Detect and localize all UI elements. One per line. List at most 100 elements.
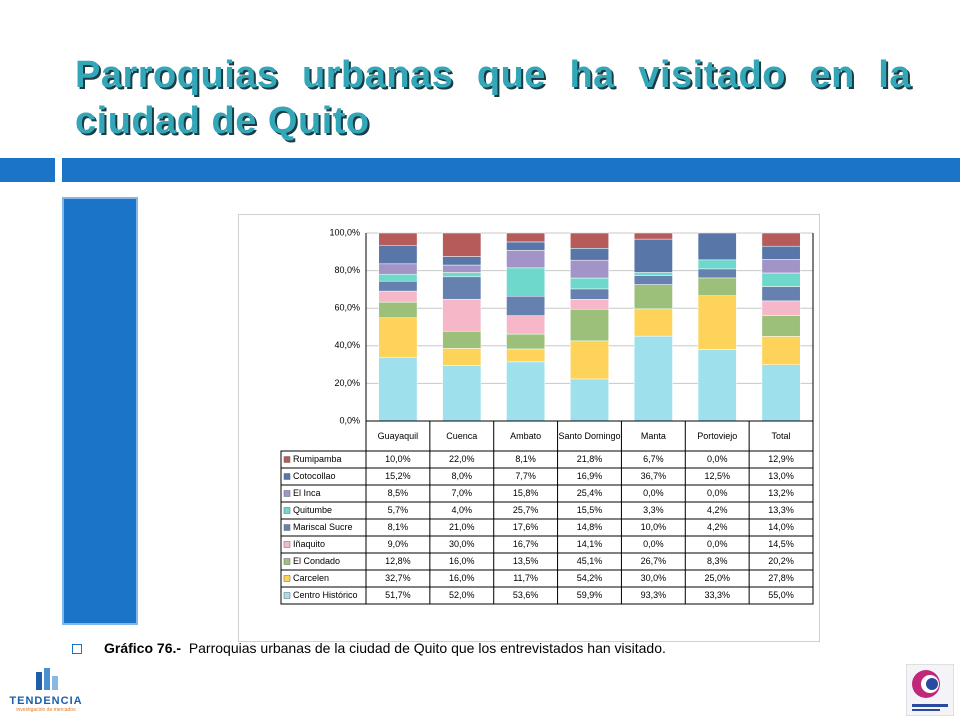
data-label: 16,0% [449,573,475,583]
logo-tagline: investigación de mercados [16,707,76,713]
data-label: 16,9% [577,471,603,481]
data-label: 53,6% [513,590,539,600]
legend-label: Rumipamba [293,454,342,464]
bar-segment [697,349,737,422]
bullet [72,644,82,655]
bar-segment [442,365,482,422]
data-label: 93,3% [641,590,667,600]
bar-segment [570,288,609,300]
bar-segment [697,268,737,279]
bar-segment [761,315,801,337]
data-label: 22,0% [449,454,475,464]
data-label: 36,7% [641,471,667,481]
legend-swatch [283,490,291,497]
data-label: 25,7% [513,505,539,515]
bar-segment [378,263,418,275]
bar-segment [506,315,546,335]
data-label: 16,7% [513,539,539,549]
accent-box [0,158,55,182]
bar-segment [506,361,546,422]
bar-segment [442,256,482,266]
bar-segment [506,348,546,363]
data-label: 14,8% [577,522,603,532]
bar-segment [570,277,609,290]
bar-segment [570,308,609,342]
bar-segment [378,244,418,265]
data-label: 0,0% [707,488,728,498]
caption-label: Gráfico 76.- [104,640,182,656]
data-label: 51,7% [385,590,411,600]
bar-segment [570,340,609,380]
bar-segment [506,333,546,350]
y-tick-label: 0,0% [339,415,360,425]
data-label: 59,9% [577,590,603,600]
chart-frame: 0,0% 20,0% 40,0% 60,0% 80,0% 100,0% Guayaquil C… [238,214,820,642]
bar-segment [378,280,418,292]
bar-segment [761,336,801,366]
bar-segment [633,308,673,337]
data-label: 0,0% [707,539,728,549]
data-label: 27,8% [768,573,794,583]
side-panel [62,197,138,625]
data-label: 14,0% [768,522,794,532]
bar-segment [442,232,482,257]
data-label: 25,0% [704,573,730,583]
data-label: 7,0% [452,488,473,498]
data-label: 14,5% [768,539,794,549]
bar-segment [697,277,737,296]
bar-segment [697,295,737,350]
legend-label: Mariscal Sucre [293,522,353,532]
data-label: 8,1% [388,522,409,532]
bar-segment [761,259,801,274]
data-label: 16,0% [449,556,475,566]
category-cell: Ambato [510,431,542,441]
bar-segment [633,335,673,422]
y-tick-label: 20,0% [334,378,360,388]
logo-icon [36,668,58,690]
data-label: 5,7% [388,505,409,515]
category-cell: Total [772,431,791,441]
data-label: 30,0% [449,539,475,549]
category-cell: Santo Domingo [558,431,620,441]
bar-segment [378,290,418,303]
y-tick-label: 40,0% [334,340,360,350]
data-label: 21,8% [577,454,603,464]
data-label: 0,0% [643,488,664,498]
bar-segment [570,248,609,261]
data-label: 12,5% [704,471,730,481]
bar-segment [570,259,609,279]
data-label: 13,5% [513,556,539,566]
y-tick-label: 60,0% [334,303,360,313]
data-label: 12,9% [768,454,794,464]
bar-segment [506,267,546,297]
chart: 0,0% 20,0% 40,0% 60,0% 80,0% 100,0% Guayaquil C… [280,227,814,605]
data-label: 13,3% [768,505,794,515]
caption-text: Parroquias urbanas de la ciudad de Quito… [188,640,666,656]
data-label: 45,1% [577,556,603,566]
category-cell: Portoviejo [697,431,737,441]
legend-swatch [283,575,291,582]
bar-segment [442,298,482,332]
bar-segment [506,295,546,316]
bar-segment [570,232,609,249]
data-label: 52,0% [449,590,475,600]
bar-segment [378,317,418,359]
data-label: 17,6% [513,522,539,532]
logo-name: TENDENCIA [9,695,83,707]
legend-swatch [283,456,291,463]
data-label: 20,2% [768,556,794,566]
data-label: 13,0% [768,471,794,481]
bar-segment [506,250,546,269]
x-tick-label: Ambato [510,431,542,441]
bar-segment [633,275,673,285]
data-label: 0,0% [643,539,664,549]
data-label: 4,2% [707,522,728,532]
legend-swatch [283,524,291,531]
bar-segment [761,364,801,422]
legend-label: Cotocollao [293,471,336,481]
legend-swatch [283,507,291,514]
bar-segment [633,238,673,273]
bar-segment [633,284,673,310]
data-label: 26,7% [641,556,667,566]
category-cell: Manta [641,431,666,441]
